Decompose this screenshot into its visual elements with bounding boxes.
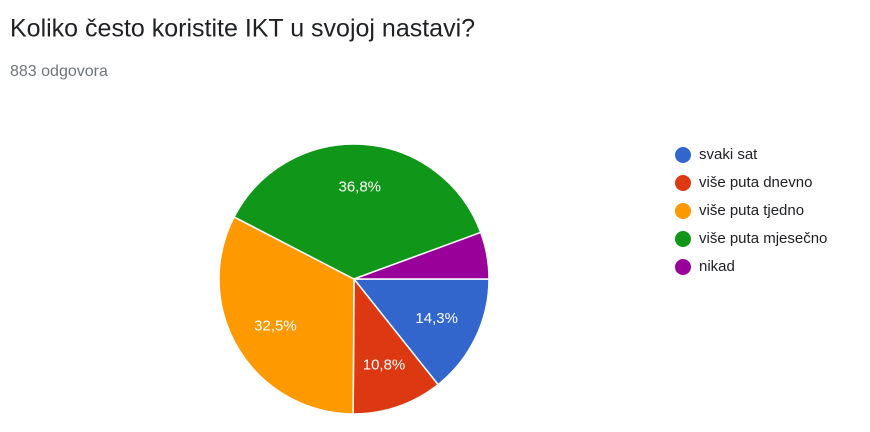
legend-label: nikad	[699, 258, 735, 275]
pie-slice	[352, 278, 490, 386]
pie-slice	[352, 276, 440, 415]
legend-label: svaki sat	[699, 146, 758, 163]
legend-label: više puta mjesečno	[699, 230, 827, 247]
legend-marker	[675, 203, 691, 219]
chart-subtitle: 883 odgovora	[10, 63, 108, 80]
legend-marker	[675, 175, 691, 191]
chart-title: Koliko često koristite IKT u svojoj nast…	[10, 15, 475, 43]
legend-marker	[675, 231, 691, 247]
pie-slice	[353, 231, 490, 280]
slice-label: 10,8%	[363, 357, 406, 374]
legend-marker	[675, 147, 691, 163]
legend-label: više puta tjedno	[699, 202, 804, 219]
slice-label: 32,5%	[254, 317, 297, 334]
legend-marker	[675, 259, 691, 275]
slice-label: 36,8%	[338, 178, 381, 195]
pie-slice	[218, 215, 355, 415]
pie-slice	[233, 143, 482, 280]
slice-label: 14,3%	[415, 310, 458, 327]
legend-label: više puta dnevno	[699, 174, 812, 191]
